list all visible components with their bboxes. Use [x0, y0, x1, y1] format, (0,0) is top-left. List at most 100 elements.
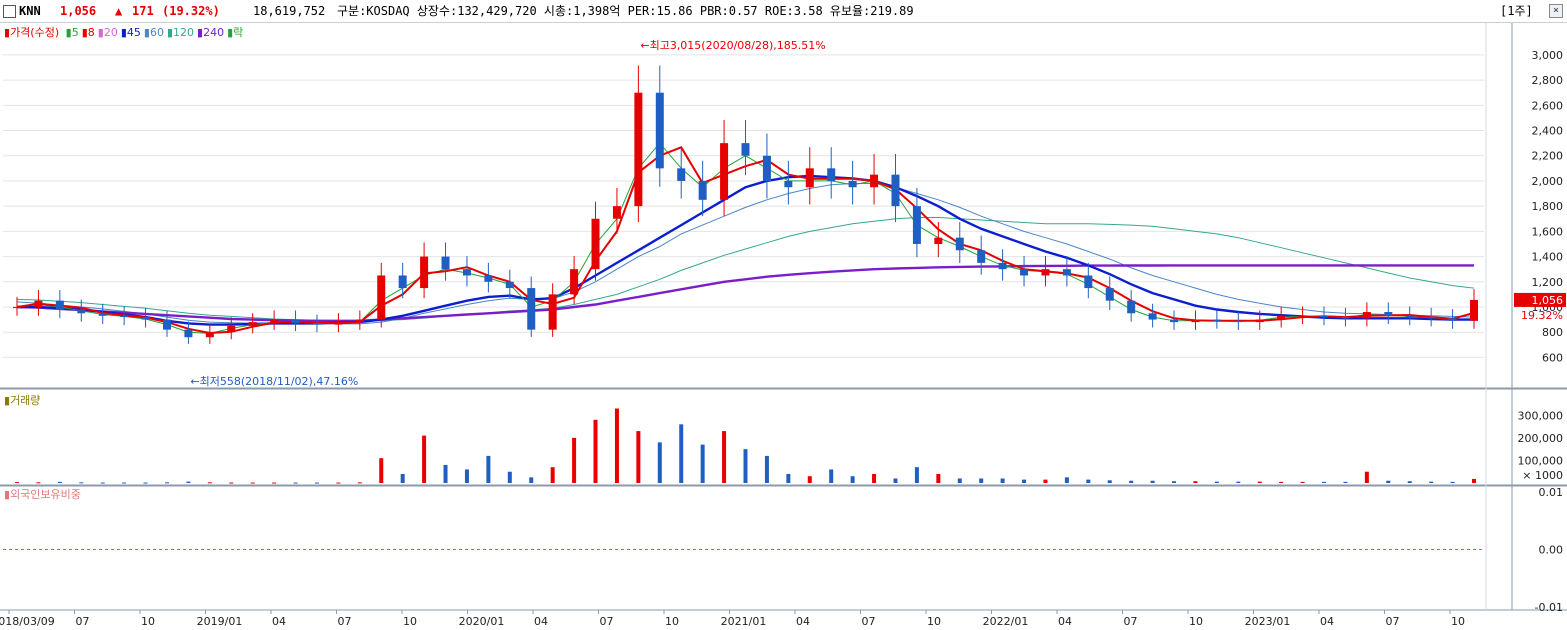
price-legend: ▮가격(수정) ▮5 ▮8 ▮20 ▮45 ▮60 ▮120 ▮240 ▮락 [4, 26, 244, 39]
ma-legend-60: ▮60 [143, 26, 164, 39]
low-annotation: ←최저558(2018/11/02),47.16% [190, 375, 358, 388]
volume-bar [1193, 481, 1198, 483]
volume-bar [1022, 479, 1027, 483]
x-tick-label: 10 [927, 615, 941, 628]
x-tick-label: 2022/01 [983, 615, 1029, 628]
price-legend-label: 가격(수정) [10, 26, 60, 39]
candle-body [77, 309, 86, 314]
candle-body [462, 269, 471, 276]
foreign-legend-label: 외국인보유비중 [10, 488, 81, 501]
volume-bar [293, 482, 298, 484]
volume-bar [143, 482, 148, 484]
select-checkbox[interactable] [3, 5, 16, 18]
moving-average-lines [16, 142, 1475, 335]
foreign-tick-label: -0.01 [1535, 601, 1563, 614]
candle-body [1191, 319, 1200, 323]
volume-bar [122, 482, 127, 484]
x-tick-label: 10 [1189, 615, 1203, 628]
volume-bar [164, 482, 169, 484]
candle-body [891, 174, 900, 207]
volume-bar [893, 478, 898, 483]
candle-body [312, 323, 321, 325]
volume-bar [1343, 481, 1348, 483]
x-tick-label: 07 [76, 615, 90, 628]
candle-body [1212, 319, 1221, 321]
price-tick-label: 3,000 [1532, 49, 1564, 62]
x-tick-label: 10 [141, 615, 155, 628]
volume-bar [336, 482, 341, 484]
candle-body [720, 143, 729, 200]
volume-legend: ▮거래량 [4, 394, 41, 407]
x-tick-label: 07 [338, 615, 352, 628]
candle-body [784, 180, 793, 188]
volume-bar [1150, 480, 1155, 483]
candle-body [1127, 300, 1136, 314]
ma240-line [16, 264, 1474, 322]
candle-body [484, 275, 493, 282]
volume-bar [1107, 480, 1112, 483]
candle-body [1277, 315, 1286, 320]
ma-legend-락: ▮락 [227, 26, 244, 39]
candle-body [1234, 320, 1243, 323]
volume-bar [1450, 481, 1455, 483]
candle-body [934, 237, 943, 244]
candle-body [762, 155, 771, 181]
candle-body [34, 300, 43, 307]
volume-tick-label: 300,000 [1518, 409, 1564, 422]
volume-bar [850, 476, 855, 483]
price-tick-label: 2,800 [1532, 74, 1564, 87]
volume-bar [1236, 481, 1241, 483]
candle-body [912, 206, 921, 244]
volume-bar [1172, 481, 1177, 483]
volume-bar [700, 444, 705, 483]
candle-body [677, 168, 686, 181]
candle-body [870, 174, 879, 188]
candle-body [527, 288, 536, 330]
candle-body [998, 262, 1007, 270]
candle-body [634, 92, 643, 207]
candle-body [741, 143, 750, 156]
candle-body [805, 168, 814, 188]
last-price-label: 1,056 [1532, 294, 1564, 307]
candle-body [1384, 312, 1393, 316]
ma-legend-240: ▮240 [197, 26, 225, 39]
candle-body [1341, 317, 1350, 319]
candle-body [977, 250, 986, 263]
volume-bar [1064, 477, 1069, 483]
price-tick-label: 1,800 [1532, 200, 1564, 213]
candle-body [1148, 313, 1157, 320]
volume-bar [614, 408, 619, 483]
candle-body [248, 322, 257, 326]
candle-body [334, 322, 343, 325]
volume-bar [486, 455, 491, 483]
x-tick-label: 2020/01 [459, 615, 505, 628]
volume-bar [807, 476, 812, 483]
current-price: 1,056 [60, 4, 97, 18]
volume-tick-label: 200,000 [1518, 432, 1564, 445]
volume-bar [1279, 481, 1284, 483]
foreign-tick-label: 0.01 [1539, 486, 1564, 499]
volume-bar [529, 477, 534, 483]
foreign-tick-label: 0.00 [1539, 544, 1564, 557]
candle-body [591, 218, 600, 270]
candle-body [98, 313, 107, 316]
period-selector[interactable]: [1주] [1500, 4, 1533, 18]
volume-bar [657, 442, 662, 483]
candle-body [120, 315, 129, 318]
volume-bar [422, 435, 427, 483]
candle-body [1298, 315, 1307, 317]
candle-body [291, 319, 300, 324]
volume-bar [1429, 481, 1434, 483]
volume-bar [250, 482, 255, 484]
x-tick-label: 04 [796, 615, 810, 628]
volume-bar [15, 482, 19, 484]
volume-bar [550, 467, 555, 483]
x-tick-label: 07 [600, 615, 614, 628]
candle-body [441, 256, 450, 270]
close-button[interactable]: × [1549, 4, 1563, 18]
volume-bar [1086, 479, 1091, 483]
price-tick-label: 2,200 [1532, 150, 1564, 163]
ma-legend-8: ▮8 [81, 26, 95, 39]
volume-bar [1407, 481, 1412, 483]
